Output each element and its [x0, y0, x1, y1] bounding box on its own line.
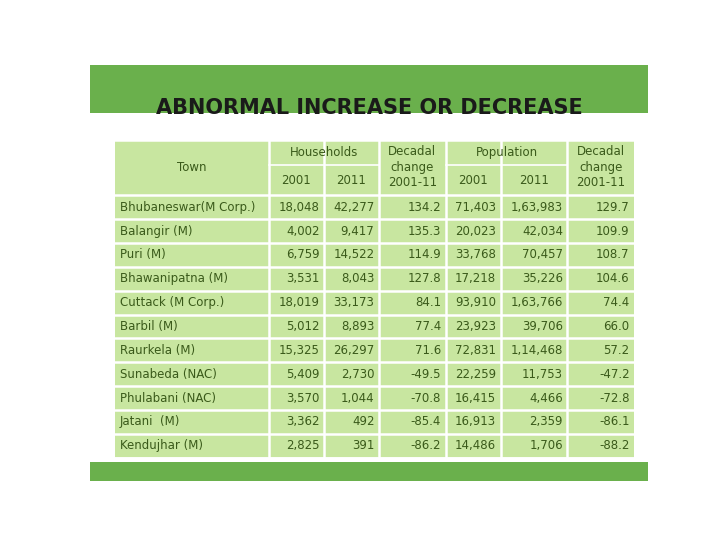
Text: 4,002: 4,002	[286, 225, 320, 238]
Text: Cuttack (M Corp.): Cuttack (M Corp.)	[120, 296, 224, 309]
Text: 14,486: 14,486	[455, 440, 496, 453]
Text: 2001: 2001	[458, 173, 488, 186]
Text: 135.3: 135.3	[408, 225, 441, 238]
Text: 2011: 2011	[336, 173, 366, 186]
Text: 71,403: 71,403	[455, 201, 496, 214]
Text: 129.7: 129.7	[596, 201, 629, 214]
Text: Phulabani (NAC): Phulabani (NAC)	[120, 392, 215, 404]
Text: 391: 391	[352, 440, 374, 453]
Text: -47.2: -47.2	[599, 368, 629, 381]
Text: 72,831: 72,831	[455, 344, 496, 357]
Text: Barbil (M): Barbil (M)	[120, 320, 177, 333]
Text: -86.2: -86.2	[410, 440, 441, 453]
Text: 77.4: 77.4	[415, 320, 441, 333]
Text: 9,417: 9,417	[341, 225, 374, 238]
Text: 84.1: 84.1	[415, 296, 441, 309]
Text: 1,63,766: 1,63,766	[510, 296, 563, 309]
FancyBboxPatch shape	[90, 65, 648, 113]
Text: 3,362: 3,362	[286, 415, 320, 428]
Text: 4,466: 4,466	[529, 392, 563, 404]
Text: 93,910: 93,910	[455, 296, 496, 309]
Text: -49.5: -49.5	[410, 368, 441, 381]
Text: 109.9: 109.9	[596, 225, 629, 238]
Text: 33,173: 33,173	[333, 296, 374, 309]
Text: Puri (M): Puri (M)	[120, 248, 166, 261]
Text: Population: Population	[475, 146, 538, 159]
Text: 74.4: 74.4	[603, 296, 629, 309]
Text: 6,759: 6,759	[286, 248, 320, 261]
Text: Bhawanipatna (M): Bhawanipatna (M)	[120, 272, 228, 285]
FancyBboxPatch shape	[115, 140, 634, 458]
Text: 42,277: 42,277	[333, 201, 374, 214]
Text: 492: 492	[352, 415, 374, 428]
Text: 26,297: 26,297	[333, 344, 374, 357]
Text: Decadal
change
2001-11: Decadal change 2001-11	[387, 145, 437, 190]
FancyBboxPatch shape	[90, 462, 648, 481]
Text: 114.9: 114.9	[408, 248, 441, 261]
Text: 33,768: 33,768	[455, 248, 496, 261]
Text: 16,415: 16,415	[455, 392, 496, 404]
Text: -86.1: -86.1	[599, 415, 629, 428]
Text: 2,825: 2,825	[286, 440, 320, 453]
Text: 17,218: 17,218	[455, 272, 496, 285]
Text: Bhubaneswar(M Corp.): Bhubaneswar(M Corp.)	[120, 201, 255, 214]
Text: Sunabeda (NAC): Sunabeda (NAC)	[120, 368, 217, 381]
Text: Kendujhar (M): Kendujhar (M)	[120, 440, 202, 453]
Text: 5,012: 5,012	[286, 320, 320, 333]
Text: Raurkela (M): Raurkela (M)	[120, 344, 194, 357]
Text: 71.6: 71.6	[415, 344, 441, 357]
Text: 18,019: 18,019	[279, 296, 320, 309]
Text: 3,531: 3,531	[286, 272, 320, 285]
Text: -72.8: -72.8	[599, 392, 629, 404]
Text: 14,522: 14,522	[333, 248, 374, 261]
Text: ABNORMAL INCREASE OR DECREASE: ABNORMAL INCREASE OR DECREASE	[156, 98, 582, 118]
Text: Balangir (M): Balangir (M)	[120, 225, 192, 238]
Text: 20,023: 20,023	[455, 225, 496, 238]
Text: Households: Households	[289, 146, 358, 159]
Text: 15,325: 15,325	[279, 344, 320, 357]
Text: 1,63,983: 1,63,983	[510, 201, 563, 214]
Text: 18,048: 18,048	[279, 201, 320, 214]
Text: 8,043: 8,043	[341, 272, 374, 285]
Text: 2,359: 2,359	[529, 415, 563, 428]
Text: 23,923: 23,923	[455, 320, 496, 333]
Text: 8,893: 8,893	[341, 320, 374, 333]
Text: 39,706: 39,706	[522, 320, 563, 333]
Text: 2,730: 2,730	[341, 368, 374, 381]
Text: 104.6: 104.6	[596, 272, 629, 285]
Text: 57.2: 57.2	[603, 344, 629, 357]
Text: 11,753: 11,753	[522, 368, 563, 381]
Text: 5,409: 5,409	[286, 368, 320, 381]
Text: 35,226: 35,226	[522, 272, 563, 285]
Text: 42,034: 42,034	[522, 225, 563, 238]
Text: 2011: 2011	[519, 173, 549, 186]
Text: 1,044: 1,044	[341, 392, 374, 404]
Text: -85.4: -85.4	[411, 415, 441, 428]
Text: 16,913: 16,913	[455, 415, 496, 428]
Text: 66.0: 66.0	[603, 320, 629, 333]
Text: 127.8: 127.8	[408, 272, 441, 285]
Text: Town: Town	[177, 161, 207, 174]
Text: 22,259: 22,259	[455, 368, 496, 381]
Text: -88.2: -88.2	[599, 440, 629, 453]
Text: 134.2: 134.2	[408, 201, 441, 214]
Text: 3,570: 3,570	[286, 392, 320, 404]
Text: Jatani  (M): Jatani (M)	[120, 415, 180, 428]
Text: 1,706: 1,706	[529, 440, 563, 453]
Text: -70.8: -70.8	[411, 392, 441, 404]
Text: Decadal
change
2001-11: Decadal change 2001-11	[576, 145, 625, 190]
Text: 70,457: 70,457	[522, 248, 563, 261]
Text: 1,14,468: 1,14,468	[510, 344, 563, 357]
Text: 108.7: 108.7	[596, 248, 629, 261]
Text: 2001: 2001	[282, 173, 311, 186]
